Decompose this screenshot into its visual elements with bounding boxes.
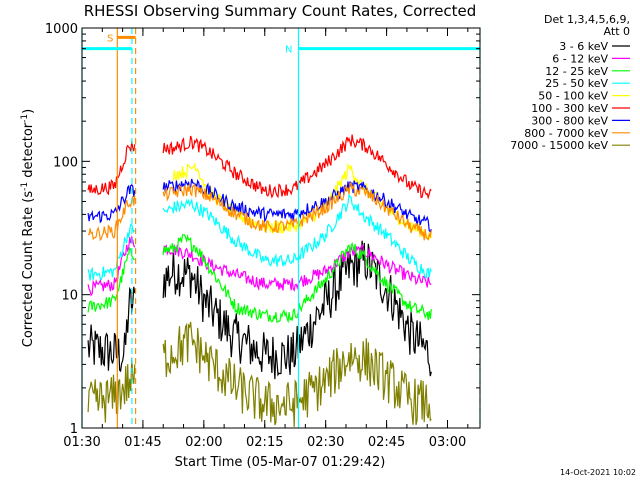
y-tick-label: 10	[61, 289, 78, 304]
night-marker-label: S	[107, 33, 113, 44]
series-line-3-6-kev	[87, 240, 432, 380]
x-tick-label: 02:00	[185, 435, 222, 450]
series-line-25-50-kev	[87, 192, 432, 281]
y-axis-label: Corrected Count Rate (s-1 detector-1)	[20, 109, 36, 347]
x-tick-label: 01:45	[124, 435, 161, 450]
y-axis: 1 10 100 1000	[45, 22, 480, 437]
timestamp: 14-Oct-2021 10:02	[560, 468, 636, 477]
x-tick-label: 02:15	[246, 435, 283, 450]
y-tick-label: 100	[53, 155, 78, 170]
legend-item-label: 3 - 6 keV	[559, 40, 608, 53]
x-tick-label: 02:30	[307, 435, 344, 450]
legend-item-label: 7000 - 15000 keV	[510, 139, 608, 152]
chart-title: RHESSI Observing Summary Count Rates, Co…	[84, 2, 477, 20]
series-line-12-25-kev	[87, 234, 432, 324]
x-tick-label: 03:00	[429, 435, 466, 450]
x-axis: 01:30 01:45 02:00 02:15 02:30 02:45 03:00	[63, 28, 469, 450]
legend-item-label: 12 - 25 keV	[545, 65, 608, 78]
x-tick-label: 02:45	[368, 435, 405, 450]
saa-bar-label: N	[285, 45, 292, 56]
plot-frame	[81, 27, 481, 429]
legend-item-label: 50 - 100 keV	[538, 90, 608, 103]
x-tick-label: 01:30	[63, 435, 100, 450]
y-tick-label: 1	[70, 422, 78, 437]
y-tick-label: 1000	[45, 22, 78, 37]
plot-area: NS	[81, 28, 481, 428]
legend-item-label: 100 - 300 keV	[531, 102, 608, 115]
legend-item-label: 300 - 800 keV	[531, 114, 608, 127]
series-line-7000-15000-kev	[87, 321, 432, 428]
legend-item-label: 800 - 7000 keV	[524, 127, 608, 140]
series-line-800-7000-kev	[87, 181, 432, 242]
x-axis-label: Start Time (05-Mar-07 01:29:42)	[175, 455, 386, 470]
legend-header-line-1: Det 1,3,4,5,6,9,	[544, 13, 630, 26]
legend-item-label: 25 - 50 keV	[545, 77, 608, 90]
series-line-100-300-kev	[87, 134, 432, 200]
legend-header-line-2: Att 0	[604, 25, 630, 38]
legend-item-label: 6 - 12 keV	[552, 52, 608, 65]
